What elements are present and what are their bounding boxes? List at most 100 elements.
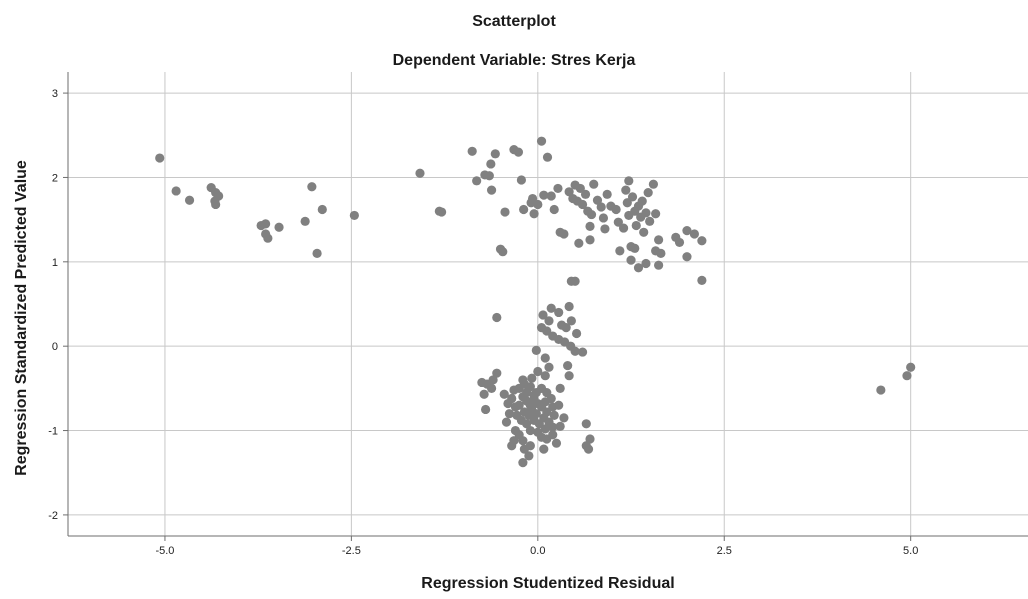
data-point xyxy=(600,224,610,234)
data-point xyxy=(529,390,539,400)
data-point xyxy=(155,153,165,163)
data-point xyxy=(263,233,273,243)
data-point xyxy=(648,179,659,189)
data-point xyxy=(492,312,502,323)
data-point xyxy=(637,196,647,206)
data-point xyxy=(522,419,532,429)
data-point xyxy=(651,209,661,219)
data-point xyxy=(622,198,632,208)
data-point xyxy=(490,149,500,159)
data-point xyxy=(544,316,554,326)
data-points xyxy=(155,136,916,468)
data-point xyxy=(484,171,494,181)
data-point xyxy=(631,220,641,231)
x-tick-label: -5.0 xyxy=(155,545,174,557)
data-point xyxy=(472,176,482,186)
data-point xyxy=(613,217,623,227)
data-point xyxy=(566,316,576,326)
data-point xyxy=(643,188,653,198)
data-point xyxy=(585,235,595,245)
data-point xyxy=(554,307,564,318)
data-point xyxy=(577,199,588,210)
data-point xyxy=(570,346,580,356)
data-point xyxy=(621,185,631,195)
data-point xyxy=(583,444,594,454)
data-point xyxy=(674,237,685,248)
data-point xyxy=(585,221,595,231)
x-tick-label: 0.0 xyxy=(530,545,545,557)
data-point xyxy=(533,199,543,210)
data-point xyxy=(507,441,517,451)
data-point xyxy=(654,235,664,245)
data-point xyxy=(481,404,491,415)
plot-frame xyxy=(63,72,1028,541)
data-point xyxy=(555,383,565,393)
data-point xyxy=(563,360,573,371)
data-point xyxy=(542,152,553,162)
data-point xyxy=(540,371,550,381)
data-point xyxy=(349,210,359,221)
data-point xyxy=(548,422,558,432)
data-point xyxy=(539,190,549,200)
data-point xyxy=(317,204,327,215)
data-point xyxy=(902,371,912,381)
data-point xyxy=(564,187,574,197)
data-point xyxy=(486,383,497,393)
data-point xyxy=(261,219,271,229)
y-tick-label: -2 xyxy=(48,510,58,522)
data-point xyxy=(682,252,692,262)
data-point xyxy=(589,179,599,189)
data-point xyxy=(274,222,284,232)
data-point xyxy=(602,189,612,199)
data-point xyxy=(519,204,529,215)
y-axis-label: Regression Standardized Predicted Value xyxy=(13,160,30,476)
data-point xyxy=(549,410,559,420)
data-point xyxy=(516,175,527,185)
data-point xyxy=(641,208,651,218)
data-point xyxy=(586,209,597,220)
data-point xyxy=(598,213,609,223)
data-point xyxy=(627,192,638,202)
data-point xyxy=(618,223,629,233)
data-point xyxy=(503,398,513,409)
data-point xyxy=(906,362,916,372)
data-point xyxy=(544,362,554,372)
data-point xyxy=(596,202,606,212)
data-point xyxy=(501,417,512,427)
data-point xyxy=(518,436,528,446)
data-point xyxy=(504,409,515,419)
data-point xyxy=(575,183,585,194)
data-point xyxy=(555,421,565,431)
x-tick-label: -2.5 xyxy=(342,545,361,557)
data-point xyxy=(536,136,547,146)
data-point xyxy=(549,204,559,215)
data-point xyxy=(641,258,651,269)
data-point xyxy=(581,419,591,429)
data-point xyxy=(697,236,707,246)
data-point xyxy=(539,444,549,454)
data-point xyxy=(533,366,543,377)
data-point xyxy=(571,328,582,339)
data-point xyxy=(211,199,221,210)
data-point xyxy=(524,451,534,461)
data-point xyxy=(553,183,563,194)
y-tick-labels: -2 -1 0 1 2 3 xyxy=(48,88,58,522)
data-point xyxy=(630,243,640,253)
data-point xyxy=(529,209,539,219)
data-point xyxy=(559,413,569,423)
data-point xyxy=(564,371,574,381)
chart-title: Scatterplot xyxy=(472,13,556,30)
data-point xyxy=(564,301,574,312)
data-point xyxy=(500,207,510,217)
data-point xyxy=(615,246,625,256)
data-point xyxy=(527,373,537,383)
data-point xyxy=(527,193,538,204)
data-point xyxy=(300,216,310,226)
data-point xyxy=(551,438,562,448)
data-point xyxy=(518,458,528,468)
data-point xyxy=(492,368,502,378)
y-tick-label: -1 xyxy=(48,426,58,438)
data-point xyxy=(498,247,508,257)
data-point xyxy=(546,191,556,201)
